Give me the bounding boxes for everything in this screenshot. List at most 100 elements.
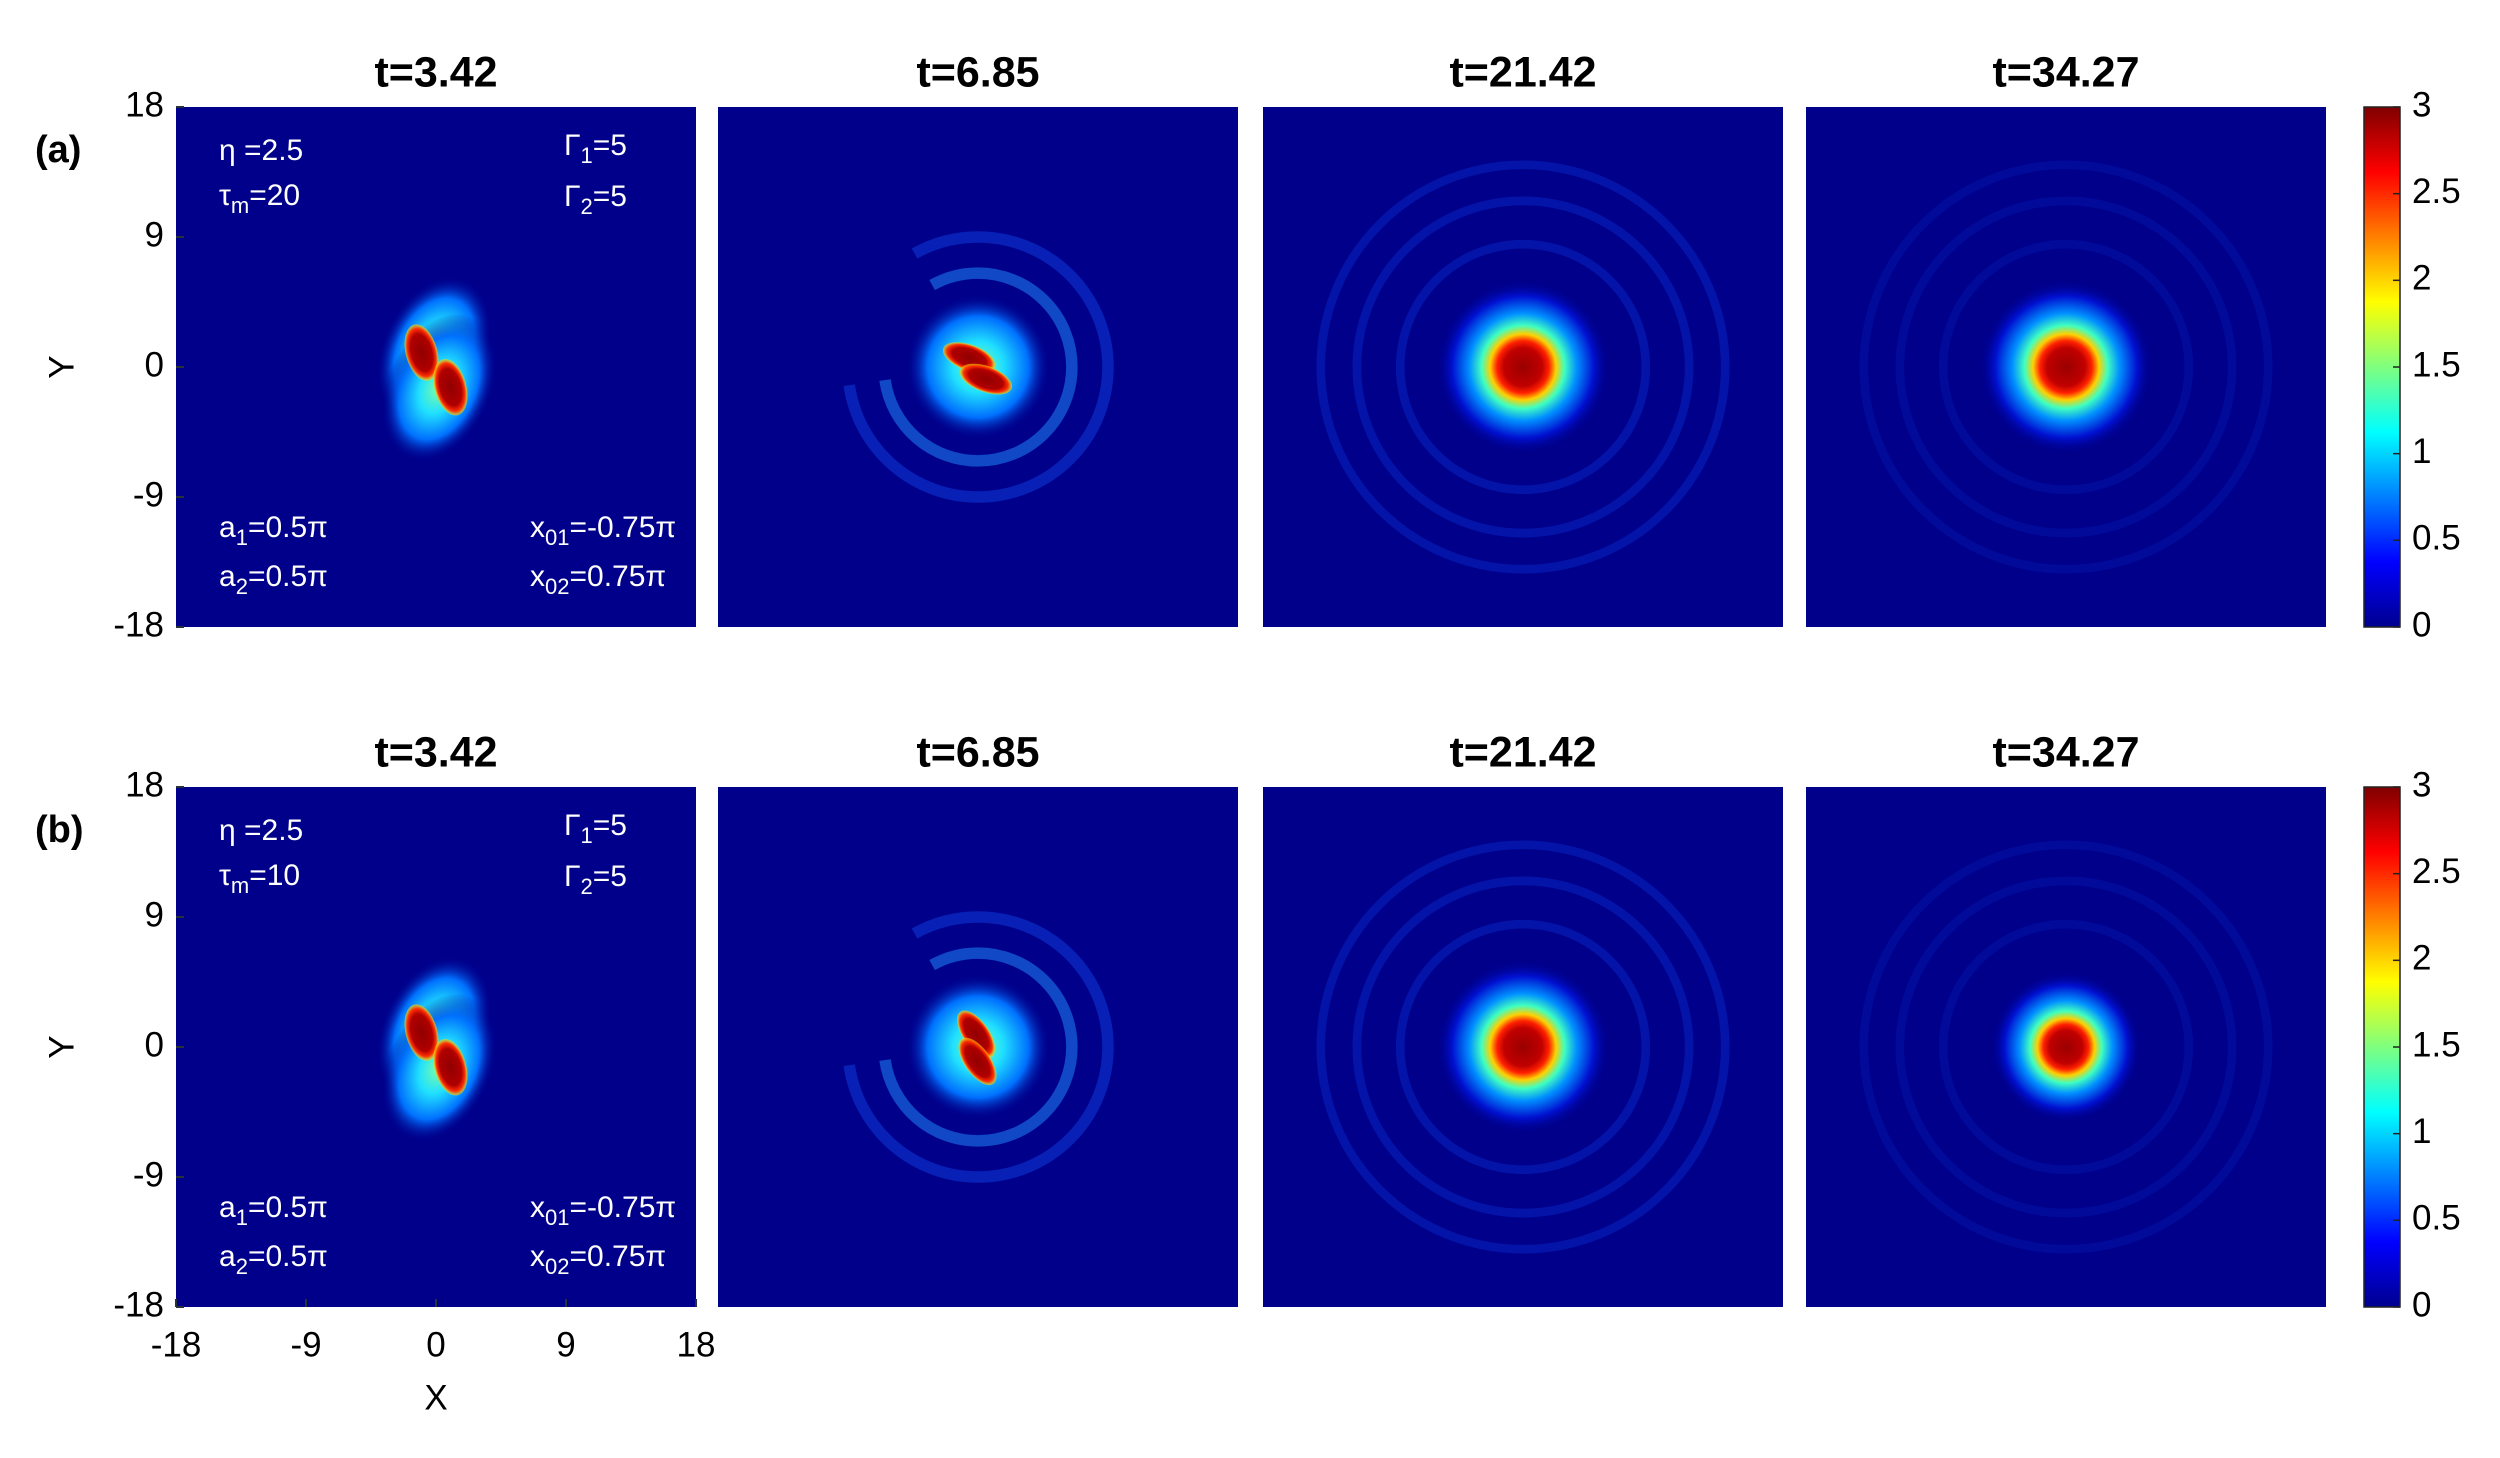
colorbar-tick-label: 1 (2412, 432, 2431, 471)
annotation-part: η =2.5 (219, 814, 303, 847)
panel-title: t=6.85 (916, 728, 1039, 776)
y-tick-label: 9 (145, 895, 164, 934)
annotation-part: τ (219, 179, 231, 212)
field-ring (878, 267, 1078, 467)
field-ring (1316, 840, 1730, 1254)
annotation-part: x (530, 511, 545, 544)
annotation-part: =0.5π (248, 1240, 328, 1273)
field-core (958, 1037, 997, 1086)
x-tick-label: 9 (556, 1325, 575, 1364)
annotation-part: =-0.75π (569, 511, 676, 544)
annotation: Γ1=5 (564, 809, 627, 848)
heatmap-panel (176, 787, 696, 1307)
field-core (1979, 280, 2153, 454)
annotation: Γ2=5 (564, 180, 627, 219)
annotation-part: a (219, 560, 236, 593)
colorbar-tick-label: 1.5 (2412, 1025, 2461, 1064)
annotation-part: η =2.5 (219, 134, 303, 167)
annotation-part: Γ (564, 809, 581, 842)
annotation-part: =0.5π (248, 560, 328, 593)
field-ring (842, 231, 1114, 503)
annotation: a1=0.5π (219, 1191, 328, 1230)
panel-title: t=3.42 (374, 48, 497, 96)
y-tick-label: -18 (113, 605, 164, 644)
field-core (1436, 960, 1610, 1134)
field-ring (842, 911, 1114, 1183)
panel-title: t=21.42 (1449, 48, 1596, 96)
y-tick-label: 18 (125, 85, 164, 124)
annotation-part: a (219, 1240, 236, 1273)
field-ring (1859, 840, 2273, 1254)
y-tick-label: 9 (145, 215, 164, 254)
annotation: η =2.5 (219, 134, 303, 167)
annotation-part: =5 (593, 180, 627, 213)
annotation: η =2.5 (219, 814, 303, 847)
annotation-part: 2 (581, 194, 593, 219)
field-ring (1352, 196, 1694, 538)
annotation: x02=0.75π (530, 560, 666, 599)
annotation-part: 1 (581, 823, 593, 848)
colorbar-tick-label: 3 (2412, 765, 2431, 804)
annotation-part: x (530, 560, 545, 593)
heatmap-panel (718, 107, 1238, 627)
panel-label: (a) (35, 129, 81, 171)
y-axis-label: Y (42, 1035, 81, 1058)
annotation: a2=0.5π (219, 1240, 328, 1279)
heatmap-panel (176, 107, 696, 627)
field-core (433, 359, 468, 416)
field-ring (1316, 160, 1730, 574)
heatmap-panel (1263, 107, 1783, 627)
annotation-part: =10 (249, 859, 300, 892)
annotation-part: m (231, 873, 249, 898)
annotation: Γ2=5 (564, 860, 627, 899)
colorbar-tick-label: 1 (2412, 1112, 2431, 1151)
annotation-part: Γ (564, 180, 581, 213)
colorbar-tick-label: 0.5 (2412, 519, 2461, 558)
annotation-part: Γ (564, 860, 581, 893)
colorbar-tick-label: 3 (2412, 85, 2431, 124)
annotation-part: 01 (545, 1205, 569, 1230)
annotation-part: Γ (564, 129, 581, 162)
annotation-part: 02 (545, 1254, 569, 1279)
panel-title: t=34.27 (1992, 728, 2139, 776)
colorbar-tick-label: 0 (2412, 605, 2431, 644)
field-ring (1895, 876, 2237, 1218)
annotation-part: x (530, 1191, 545, 1224)
annotation: x02=0.75π (530, 1240, 666, 1279)
panel-title: t=3.42 (374, 728, 497, 776)
field-core (433, 1039, 468, 1096)
y-axis-label: Y (42, 355, 81, 378)
field-ring (1859, 160, 2273, 574)
annotation: x01=-0.75π (530, 1191, 676, 1230)
y-tick-label: -9 (133, 1155, 164, 1194)
annotation-part: 1 (236, 1205, 248, 1230)
panel-label: (b) (35, 809, 84, 851)
field-core (404, 324, 439, 381)
x-axis-label: X (424, 1378, 447, 1417)
colorbar-tick-label: 2.5 (2412, 852, 2461, 891)
annotation: τm=10 (219, 859, 300, 898)
annotation-part: 2 (581, 874, 593, 899)
annotation-part: a (219, 511, 236, 544)
annotation-part: =0.75π (569, 560, 666, 593)
field-core (1990, 971, 2142, 1123)
annotation-part: 1 (236, 525, 248, 550)
x-tick-label: -18 (151, 1325, 202, 1364)
annotation-part: =5 (593, 129, 627, 162)
heatmap-panel (1263, 787, 1783, 1307)
panel-title: t=6.85 (916, 48, 1039, 96)
field-ring (878, 947, 1078, 1147)
y-tick-label: 18 (125, 765, 164, 804)
annotation: τm=20 (219, 179, 300, 218)
annotation-part: =0.5π (248, 511, 328, 544)
annotation-part: 2 (236, 1254, 248, 1279)
x-tick-label: 0 (426, 1325, 445, 1364)
colorbar-tick-label: 2.5 (2412, 172, 2461, 211)
y-tick-label: 0 (145, 1025, 164, 1064)
annotation-part: =0.75π (569, 1240, 666, 1273)
annotation: a2=0.5π (219, 560, 328, 599)
y-tick-label: -18 (113, 1285, 164, 1324)
annotation: x01=-0.75π (530, 511, 676, 550)
colorbar-tick-label: 1.5 (2412, 345, 2461, 384)
